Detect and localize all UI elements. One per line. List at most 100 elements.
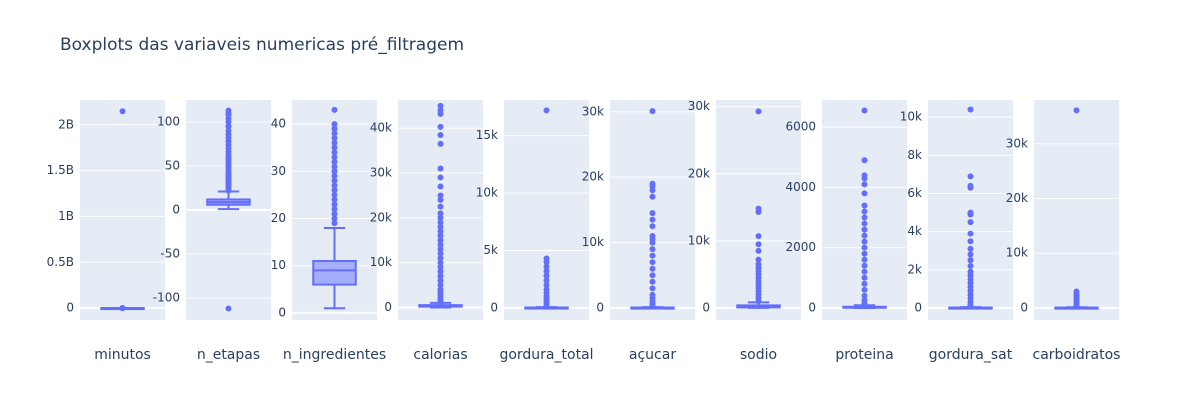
outlier	[331, 196, 338, 203]
outlier	[437, 250, 444, 257]
outlier	[437, 183, 444, 190]
outlier	[437, 192, 444, 199]
x-axis-label: n_etapas	[197, 347, 260, 363]
outlier	[861, 244, 868, 251]
outlier	[861, 268, 868, 275]
y-tick-label: 1B	[58, 209, 74, 223]
outlier	[967, 238, 974, 245]
y-tick-label: 10k	[476, 186, 498, 200]
outlier	[331, 210, 338, 217]
outlier	[649, 180, 656, 187]
plot-background	[1034, 100, 1119, 320]
outlier	[437, 232, 444, 239]
outlier	[225, 107, 232, 114]
outlier	[967, 251, 974, 258]
y-tick-label: 1.5B	[47, 163, 74, 177]
y-tick-label: 30k	[688, 99, 710, 113]
outlier	[649, 291, 656, 298]
outlier	[543, 281, 550, 288]
outlier	[543, 255, 550, 262]
outlier	[861, 208, 868, 215]
outlier	[331, 177, 338, 184]
y-tick-label: 6k	[907, 186, 922, 200]
outlier	[331, 163, 338, 170]
y-tick-label: 40	[271, 117, 286, 131]
outlier	[861, 250, 868, 257]
outlier	[649, 285, 656, 292]
outlier	[437, 268, 444, 275]
x-axis-label: sodio	[740, 347, 777, 363]
y-tick-label: 20	[271, 211, 286, 225]
outlier	[967, 173, 974, 180]
outlier	[437, 286, 444, 293]
y-tick-label: 20k	[370, 210, 392, 224]
y-tick-label: 4000	[785, 180, 816, 194]
y-tick-label: 0	[384, 300, 392, 314]
outlier	[331, 201, 338, 208]
chart-title: Boxplots das variaveis numericas pré_fil…	[60, 35, 464, 55]
outlier	[331, 206, 338, 213]
outlier	[225, 305, 232, 312]
y-tick-label: 10k	[1006, 246, 1028, 260]
y-tick-label: 0	[490, 300, 498, 314]
outlier	[543, 272, 550, 279]
y-tick-label: 30	[271, 164, 286, 178]
y-tick-label: 20k	[582, 170, 604, 184]
outlier	[437, 277, 444, 284]
outlier	[437, 228, 444, 235]
outlier	[331, 130, 338, 137]
outlier	[437, 223, 444, 230]
outlier	[543, 263, 550, 270]
outlier	[331, 173, 338, 180]
outlier	[755, 256, 762, 263]
outlier	[1073, 288, 1080, 295]
outlier	[1073, 107, 1080, 114]
y-tick-label: 15k	[476, 128, 498, 142]
outlier	[225, 127, 232, 134]
outlier	[331, 139, 338, 146]
y-tick-label: 2k	[907, 262, 922, 276]
outlier	[755, 241, 762, 248]
y-tick-label: 20k	[1006, 191, 1028, 205]
y-tick-label: 6000	[785, 120, 816, 134]
outlier	[861, 262, 868, 269]
outlier	[755, 247, 762, 254]
outlier	[861, 292, 868, 299]
outlier	[331, 149, 338, 156]
outlier	[543, 268, 550, 275]
y-tick-label: -100	[153, 291, 180, 305]
outlier	[437, 219, 444, 226]
y-tick-label: 30k	[1006, 136, 1028, 150]
outlier	[861, 280, 868, 287]
outlier	[649, 216, 656, 223]
outlier	[437, 241, 444, 248]
x-axis-label: proteina	[835, 347, 893, 363]
y-tick-label: -50	[160, 247, 180, 261]
outlier	[967, 106, 974, 113]
y-tick-label: 0	[914, 300, 922, 314]
y-tick-label: 2B	[58, 117, 74, 131]
x-axis-label: gordura_total	[499, 347, 593, 363]
outlier	[649, 233, 656, 240]
outlier	[331, 135, 338, 142]
outlier	[119, 108, 126, 115]
outlier	[649, 193, 656, 200]
outlier	[437, 214, 444, 221]
x-axis-label: minutos	[94, 347, 151, 363]
outlier	[543, 107, 550, 114]
y-tick-label: 0	[596, 300, 604, 314]
x-axis-label: gordura_sat	[929, 347, 1013, 363]
outlier	[649, 265, 656, 272]
outlier	[861, 226, 868, 233]
outlier	[331, 182, 338, 189]
outlier	[331, 106, 338, 113]
y-tick-label: 0	[702, 300, 710, 314]
y-tick-label: 2000	[785, 240, 816, 254]
x-axis-label: carboidratos	[1033, 347, 1121, 363]
y-tick-label: 10k	[582, 235, 604, 249]
outlier	[331, 121, 338, 128]
outlier	[331, 187, 338, 194]
y-tick-label: 0	[278, 305, 286, 319]
y-tick-label: 10	[271, 258, 286, 272]
